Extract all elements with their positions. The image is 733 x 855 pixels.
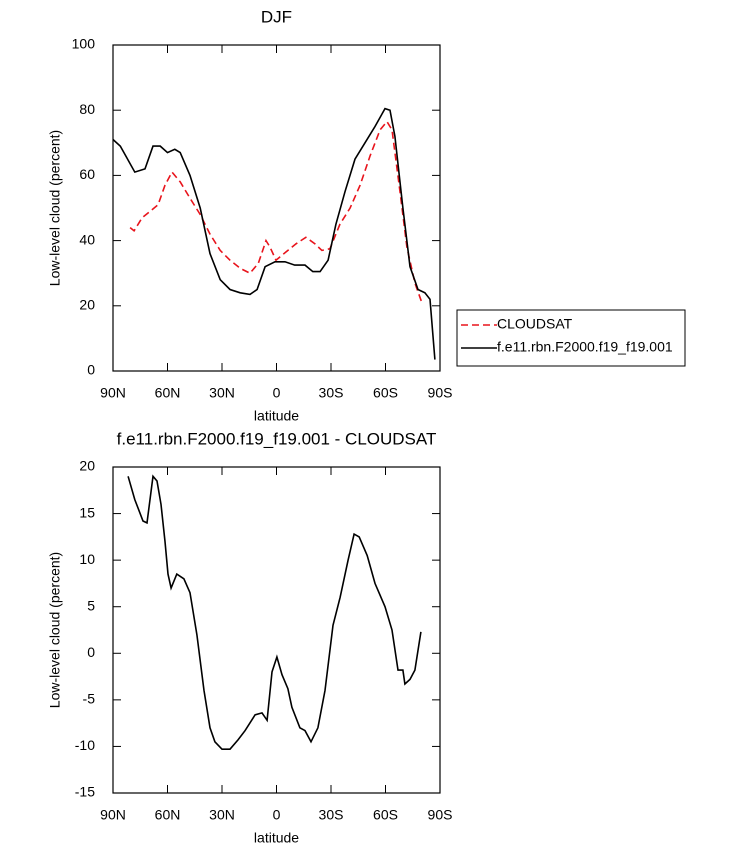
x-axis-label: latitude: [254, 830, 299, 846]
y-axis-label: Low-level cloud (percent): [47, 130, 63, 286]
chart-title: DJF: [261, 7, 292, 26]
y-tick-label: 60: [79, 166, 95, 182]
legend-label: f.e11.rbn.F2000.f19_f19.001: [497, 339, 673, 355]
x-tick-label: 30N: [209, 385, 235, 401]
x-tick-label: 30S: [319, 807, 344, 823]
data-line: [129, 120, 423, 303]
y-tick-label: 100: [72, 36, 96, 52]
legend-box: [456, 309, 686, 367]
x-tick-label: 30S: [319, 385, 344, 401]
plot-frame: [112, 466, 441, 794]
y-tick-label: 20: [79, 458, 95, 474]
data-line: [112, 107, 436, 360]
y-tick-label: 10: [79, 551, 95, 567]
y-axis-label: Low-level cloud (percent): [47, 552, 63, 708]
x-tick-label: 60S: [373, 807, 398, 823]
data-line: [127, 474, 422, 750]
x-tick-label: 0: [273, 807, 281, 823]
y-tick-label: 15: [79, 504, 95, 520]
x-tick-label: 90N: [100, 385, 126, 401]
x-tick-label: 60S: [373, 385, 398, 401]
plot-frame: [112, 44, 441, 372]
x-tick-label: 90S: [428, 807, 453, 823]
x-tick-label: 30N: [209, 807, 235, 823]
x-tick-label: 60N: [155, 807, 181, 823]
chart-title: f.e11.rbn.F2000.f19_f19.001 - CLOUDSAT: [117, 429, 437, 448]
y-tick-label: 0: [87, 644, 95, 660]
x-axis-label: latitude: [254, 408, 299, 424]
x-tick-label: 90S: [428, 385, 453, 401]
x-tick-label: 90N: [100, 807, 126, 823]
y-tick-label: 40: [79, 231, 95, 247]
y-tick-label: -10: [75, 737, 95, 753]
y-tick-label: -15: [75, 784, 95, 800]
x-tick-label: 60N: [155, 385, 181, 401]
y-tick-label: 5: [87, 597, 95, 613]
y-tick-label: -5: [83, 691, 96, 707]
y-tick-label: 20: [79, 297, 95, 313]
y-tick-label: 0: [87, 362, 95, 378]
y-tick-label: 80: [79, 101, 95, 117]
x-tick-label: 0: [273, 385, 281, 401]
legend-label: CLOUDSAT: [497, 316, 573, 332]
